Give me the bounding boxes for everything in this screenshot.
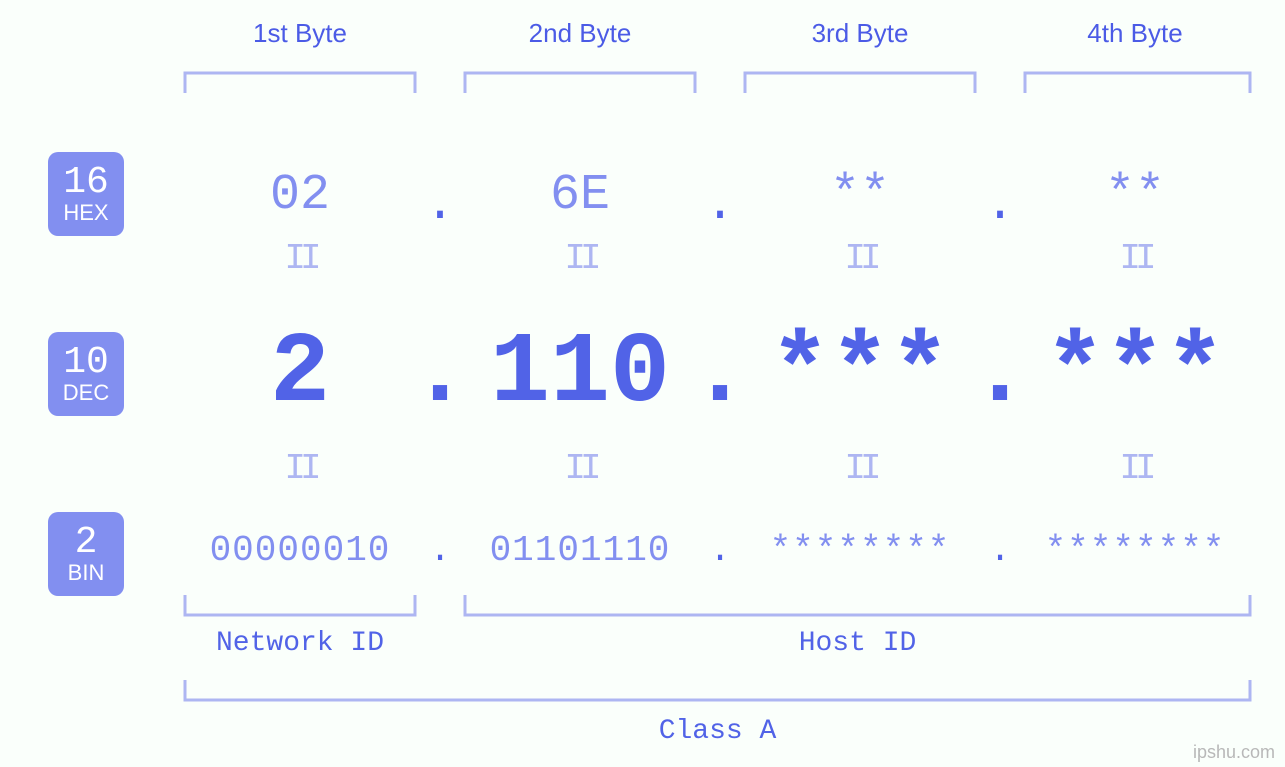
dec-dot-1: . <box>410 318 470 431</box>
equals-0-3: II <box>1119 238 1154 279</box>
bin-byte-4: ******** <box>1045 530 1226 571</box>
equals-1-3: II <box>1119 448 1154 489</box>
watermark: ipshu.com <box>1193 742 1275 762</box>
hex-byte-1: 02 <box>270 167 330 224</box>
hex-byte-4: ** <box>1105 167 1165 224</box>
base-badge-txt-hex: HEX <box>63 200 109 225</box>
class-label: Class A <box>659 716 777 747</box>
byte-label-2: 2nd Byte <box>529 18 632 48</box>
base-badge-txt-dec: DEC <box>63 380 110 405</box>
dec-byte-3: *** <box>770 318 950 431</box>
network-id-bracket <box>185 595 415 615</box>
equals-1-2: II <box>844 448 879 489</box>
byte-label-1: 1st Byte <box>253 18 347 48</box>
class-bracket <box>185 680 1250 700</box>
network-id-label: Network ID <box>216 628 384 659</box>
bin-dot-1: . <box>429 530 451 571</box>
bin-dot-3: . <box>989 530 1011 571</box>
byte-bracket-4 <box>1025 73 1250 93</box>
host-id-bracket <box>465 595 1250 615</box>
host-id-label: Host ID <box>799 628 917 659</box>
equals-0-2: II <box>844 238 879 279</box>
dec-byte-2: 110 <box>490 318 670 431</box>
dec-dot-3: . <box>970 318 1030 431</box>
equals-1-0: II <box>284 448 319 489</box>
byte-bracket-2 <box>465 73 695 93</box>
byte-bracket-3 <box>745 73 975 93</box>
dec-byte-4: *** <box>1045 318 1225 431</box>
equals-1-1: II <box>564 448 599 489</box>
bin-byte-3: ******** <box>770 530 951 571</box>
hex-byte-3: ** <box>830 167 890 224</box>
ip-address-diagram: 1st Byte 2nd Byte 3rd Byte 4th Byte 16HEX 10D… <box>0 0 1285 767</box>
base-badge-num-hex: 16 <box>63 161 109 204</box>
equals-0-1: II <box>564 238 599 279</box>
byte-label-3: 3rd Byte <box>812 18 909 48</box>
byte-label-4: 4th Byte <box>1087 18 1182 48</box>
byte-bracket-1 <box>185 73 415 93</box>
bin-byte-1: 00000010 <box>210 530 391 571</box>
hex-byte-2: 6E <box>550 167 610 224</box>
equals-0-0: II <box>284 238 319 279</box>
hex-dot-1: . <box>425 177 455 234</box>
base-badge-num-dec: 10 <box>63 341 109 384</box>
base-badge-num-bin: 2 <box>75 521 98 564</box>
base-badge-txt-bin: BIN <box>68 560 105 585</box>
dec-dot-2: . <box>690 318 750 431</box>
bin-dot-2: . <box>709 530 731 571</box>
hex-dot-3: . <box>985 177 1015 234</box>
bin-byte-2: 01101110 <box>490 530 671 571</box>
hex-dot-2: . <box>705 177 735 234</box>
dec-byte-1: 2 <box>270 318 330 431</box>
